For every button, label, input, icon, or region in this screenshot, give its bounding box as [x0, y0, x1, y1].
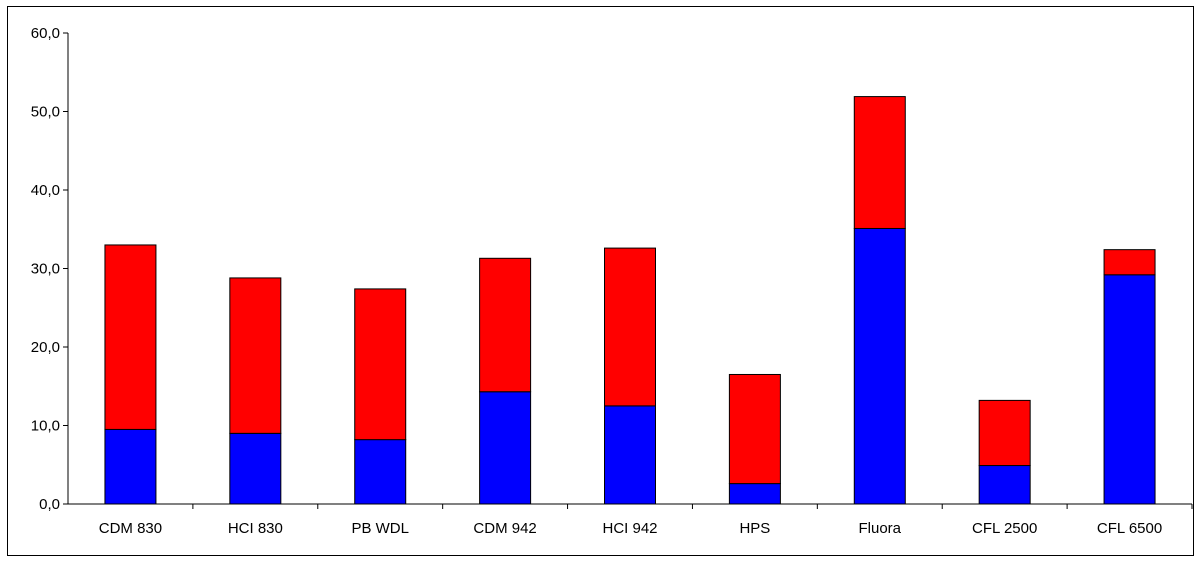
x-tick-label: CDM 830 — [99, 520, 162, 537]
y-tick-label: 30,0 — [31, 261, 60, 278]
bar-segment — [978, 399, 1031, 467]
bar-segment — [479, 257, 532, 393]
y-tick-label: 20,0 — [31, 339, 60, 356]
bar-segment — [1103, 249, 1156, 276]
x-tick-label: CFL 6500 — [1097, 520, 1162, 537]
bar-segment — [978, 465, 1031, 505]
x-tick-label: HCI 942 — [602, 520, 657, 537]
x-tick-label: Fluora — [859, 520, 902, 537]
y-tick-label: 60,0 — [31, 25, 60, 42]
bar-segment — [728, 483, 781, 505]
bar-segment — [604, 247, 656, 407]
bar-segment — [604, 405, 656, 505]
y-tick-label: 0,0 — [39, 496, 60, 513]
bar-segment — [354, 288, 407, 441]
x-tick-label: CDM 942 — [473, 520, 536, 537]
y-ticks: 0,0 10,0 20,0 30,0 40,0 50,0 60,0 — [31, 25, 68, 513]
x-tick-label: HCI 830 — [228, 520, 283, 537]
bar-segment — [1103, 274, 1156, 505]
bar-segment — [728, 373, 781, 485]
bar-segment — [479, 391, 532, 505]
y-tick-label: 40,0 — [31, 182, 60, 199]
bar-segment — [104, 244, 157, 430]
bar-segment — [229, 432, 282, 505]
bars-layer — [104, 96, 1156, 505]
bar-segment — [853, 227, 906, 505]
bar-segment — [853, 96, 906, 229]
y-tick-label: 50,0 — [31, 104, 60, 121]
y-tick-label: 10,0 — [31, 418, 60, 435]
x-tick-label: HPS — [739, 520, 770, 537]
x-tick-label: CFL 2500 — [972, 520, 1037, 537]
bar-segment — [104, 428, 157, 505]
bar-segment — [354, 439, 407, 505]
x-ticks: CDM 830 HCI 830 PB WDL CDM 942 HCI 942 HPS Flu… — [99, 504, 1193, 537]
bar-segment — [229, 277, 282, 434]
x-tick-label: PB WDL — [351, 520, 409, 537]
